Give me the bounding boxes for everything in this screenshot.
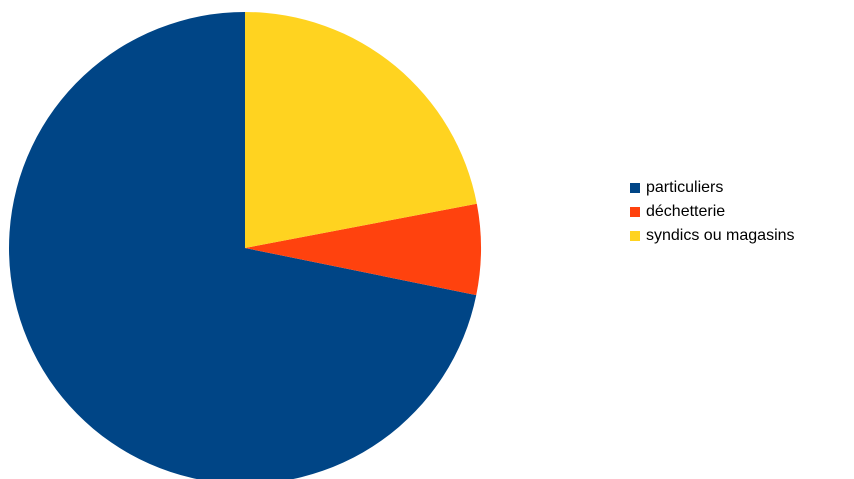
- pie-slice-particuliers: [9, 12, 477, 479]
- legend-label-dechetterie: déchetterie: [646, 203, 726, 220]
- legend-label-particuliers: particuliers: [646, 179, 724, 196]
- legend-swatch-dechetterie: [630, 207, 640, 217]
- pie-slice-syndics-ou-magasins: [245, 12, 477, 248]
- legend-item-particuliers: particuliers: [630, 176, 795, 200]
- legend-swatch-particuliers: [630, 183, 640, 193]
- pie-slices: [9, 12, 482, 479]
- legend: particuliers déchetterie syndics ou maga…: [630, 176, 795, 248]
- pie-slice-dechetterie: [245, 203, 482, 296]
- legend-item-syndics-ou-magasins: syndics ou magasins: [630, 224, 795, 248]
- legend-swatch-syndics-ou-magasins: [630, 231, 640, 241]
- legend-label-syndics-ou-magasins: syndics ou magasins: [646, 227, 795, 244]
- legend-item-dechetterie: déchetterie: [630, 200, 795, 224]
